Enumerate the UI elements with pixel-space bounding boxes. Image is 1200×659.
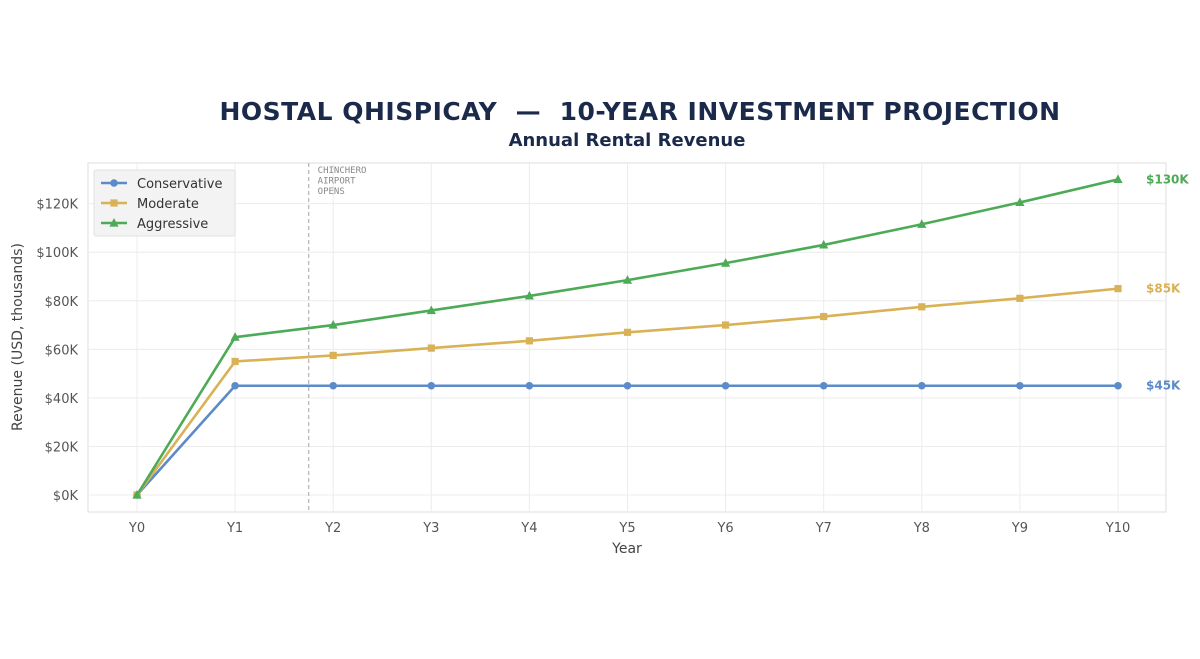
x-tick-label: Y2 xyxy=(324,521,341,536)
data-point xyxy=(1113,174,1123,183)
data-point xyxy=(1114,381,1122,390)
data-point xyxy=(918,303,926,311)
legend: Conservative Moderate Aggressive xyxy=(93,169,236,237)
annotation-text: CHINCHERO xyxy=(318,166,367,176)
y-tick-label: $120K xyxy=(36,198,78,213)
series-moderate: $85K xyxy=(133,282,1181,499)
data-point xyxy=(1114,285,1122,293)
data-point xyxy=(623,381,632,390)
data-point xyxy=(1015,197,1025,207)
x-axis-label: Year xyxy=(611,541,642,557)
data-point xyxy=(820,312,828,321)
data-point xyxy=(231,357,239,366)
y-tick-label: $20K xyxy=(45,440,79,455)
series-aggressive: $130K xyxy=(132,172,1189,499)
tick-labels: Y0 Y1 Y2 Y3 Y4 Y5 Y6 Y7 Y8 Y9 Y10 $0K $20K $40K $60K $8… xyxy=(36,198,1130,536)
series-layer: $45K $85K $130K xyxy=(132,172,1189,499)
y-tick-label: $40K xyxy=(45,392,79,407)
series-conservative: $45K xyxy=(133,379,1181,499)
data-point xyxy=(426,305,436,315)
data-point xyxy=(721,258,731,267)
data-point xyxy=(721,381,730,390)
annotation-text: OPENS xyxy=(318,187,345,197)
y-tick-label: $80K xyxy=(45,295,79,310)
data-point xyxy=(329,381,338,390)
grid xyxy=(88,163,1166,512)
data-point xyxy=(110,179,118,187)
data-point xyxy=(427,344,435,352)
legend-label: Conservative xyxy=(137,177,222,192)
data-point xyxy=(329,351,337,359)
data-point xyxy=(110,199,118,207)
x-tick-label: Y7 xyxy=(815,521,832,536)
y-axis-label: Revenue (USD, thousands) xyxy=(10,243,26,431)
x-tick-label: Y5 xyxy=(618,521,635,536)
legend-label: Aggressive xyxy=(137,217,208,232)
end-label: $130K xyxy=(1146,172,1189,186)
data-point xyxy=(917,219,927,228)
y-tick-label: $60K xyxy=(45,343,79,358)
y-tick-label: $100K xyxy=(36,246,78,261)
data-point xyxy=(622,275,633,284)
x-tick-label: Y9 xyxy=(1011,521,1028,536)
x-tick-label: Y10 xyxy=(1105,521,1130,536)
legend-box xyxy=(93,169,236,237)
end-label: $85K xyxy=(1146,282,1181,296)
data-point xyxy=(1016,294,1024,302)
x-tick-label: Y6 xyxy=(716,521,733,536)
annotation-text: AIRPORT xyxy=(318,177,357,187)
x-tick-label: Y8 xyxy=(913,521,930,536)
data-point xyxy=(918,381,926,390)
data-point xyxy=(427,381,436,390)
data-point xyxy=(132,490,142,499)
data-point xyxy=(525,381,534,390)
x-tick-label: Y0 xyxy=(128,521,145,536)
end-label: $45K xyxy=(1146,379,1181,393)
x-tick-label: Y4 xyxy=(520,521,537,536)
y-tick-label: $0K xyxy=(53,489,79,504)
data-point xyxy=(819,381,828,390)
data-point xyxy=(230,332,240,341)
data-point xyxy=(623,328,632,336)
data-point xyxy=(525,337,533,345)
data-point xyxy=(231,381,239,390)
data-point xyxy=(1016,381,1024,390)
chart-subtitle: Annual Rental Revenue xyxy=(508,130,746,151)
data-point xyxy=(109,218,119,227)
legend-label: Moderate xyxy=(137,197,199,212)
x-tick-label: Y3 xyxy=(422,521,439,536)
data-point xyxy=(819,239,829,249)
data-point xyxy=(524,290,534,300)
chart-title: HOSTAL QHISPICAY — 10-YEAR INVESTMENT PR… xyxy=(219,97,1061,126)
data-point xyxy=(328,320,338,329)
data-point xyxy=(722,321,730,329)
x-tick-label: Y1 xyxy=(226,521,243,536)
